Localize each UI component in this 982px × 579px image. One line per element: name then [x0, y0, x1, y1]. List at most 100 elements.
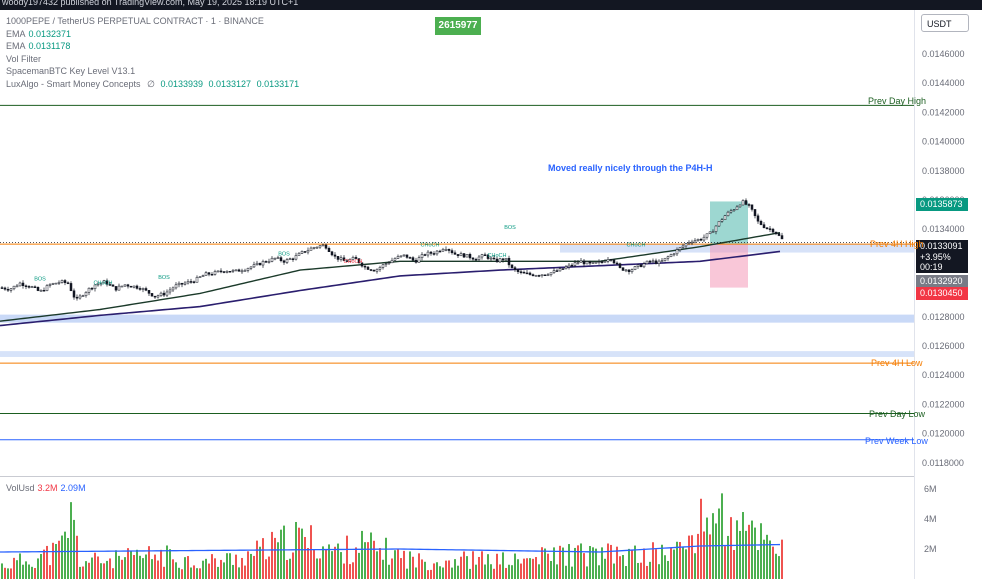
- volume-bar: [82, 566, 84, 579]
- candle-body: [531, 274, 535, 276]
- candle-body: [465, 253, 469, 258]
- demand-zone-lower: [0, 351, 914, 357]
- legend-key-level[interactable]: SpacemanBTC Key Level V13.1: [6, 66, 136, 76]
- volume-bar: [415, 567, 417, 579]
- candle-body: [321, 244, 325, 247]
- last-price: 0.0133091: [920, 241, 963, 251]
- candle-body: [219, 270, 223, 273]
- candle-body: [333, 254, 337, 257]
- volume-bar: [700, 498, 702, 579]
- candle-body: [573, 262, 577, 266]
- volume-bar: [493, 568, 495, 579]
- candle-body: [51, 282, 55, 285]
- volume-bar: [616, 546, 618, 579]
- candle-body: [420, 254, 424, 258]
- candle-body: [216, 270, 220, 273]
- candle-body: [390, 260, 394, 264]
- volume-bar: [175, 562, 177, 579]
- volume-bar: [553, 547, 555, 579]
- volume-bar: [361, 530, 363, 579]
- smc-label: CHoCH: [421, 243, 440, 249]
- candle-body: [324, 244, 328, 249]
- volume-bar: [655, 549, 657, 579]
- volume-bar: [517, 559, 519, 579]
- candle-body: [393, 258, 397, 261]
- candle-body: [495, 258, 499, 263]
- volume-bar: [193, 565, 195, 579]
- candle-body: [690, 241, 694, 244]
- smc-label: BOS: [278, 251, 290, 257]
- volume-bar: [679, 542, 681, 579]
- candle-body: [135, 285, 139, 289]
- volume-bar: [523, 558, 525, 579]
- volume-bar: [766, 534, 768, 579]
- candle-body: [279, 257, 283, 262]
- volume-bar: [34, 568, 36, 579]
- candle-body: [672, 253, 676, 256]
- volume-bar: [307, 547, 309, 579]
- last-change: +3.95%: [920, 251, 951, 262]
- long-position-stop: [710, 244, 748, 288]
- candle-body: [399, 255, 403, 258]
- legend-ema-fast[interactable]: EMA 0.0132371: [6, 28, 72, 39]
- smc-label: CHoCH: [627, 243, 646, 249]
- volume-bar: [232, 564, 234, 579]
- volume-bar: [526, 558, 528, 579]
- legend-ema-slow[interactable]: EMA 0.0131178: [6, 41, 71, 51]
- volume-bar: [601, 547, 603, 579]
- legend-smc[interactable]: LuxAlgo - Smart Money Concepts ∅ 0.01339…: [6, 78, 300, 89]
- candle-body: [12, 285, 16, 290]
- publish-strip: woody197432 published on TradingView.com…: [0, 0, 982, 10]
- volume-bar: [85, 561, 87, 579]
- candle-body: [360, 262, 364, 267]
- candle-body: [645, 260, 649, 264]
- volume-bar: [19, 553, 21, 579]
- candle-body: [744, 200, 748, 205]
- candle-body: [552, 270, 556, 273]
- candle-body: [126, 284, 130, 287]
- candle-body: [186, 281, 190, 284]
- candle-body: [48, 284, 52, 286]
- demand-zone: [0, 314, 914, 323]
- volume-bar: [106, 560, 108, 579]
- candle-body: [549, 272, 553, 276]
- volume-bar: [340, 552, 342, 579]
- volume-bar: [685, 549, 687, 579]
- candle-body: [258, 262, 262, 266]
- volume-bar: [148, 546, 150, 579]
- volume-bar: [118, 555, 120, 579]
- candle-body: [141, 288, 145, 290]
- candle-body: [609, 259, 613, 261]
- volume-bar: [241, 557, 243, 579]
- volume-bar: [763, 539, 765, 579]
- candle-body: [306, 250, 310, 253]
- candle-body: [18, 282, 22, 287]
- volume-bar: [31, 566, 33, 579]
- candle-body: [666, 256, 670, 259]
- volume-bar: [745, 530, 747, 579]
- candle-body: [510, 264, 514, 268]
- candle-body: [108, 284, 112, 286]
- currency-selector[interactable]: USDT: [921, 14, 969, 32]
- volume-bar: [469, 568, 471, 579]
- candle-body: [339, 257, 343, 260]
- volume-bar: [328, 544, 330, 579]
- volume-bar: [280, 529, 282, 579]
- candle-body: [336, 256, 340, 260]
- candle-body: [657, 260, 661, 264]
- candle-body: [147, 290, 151, 294]
- volume-bar: [715, 523, 717, 579]
- candle-body: [543, 274, 547, 277]
- candle-body: [402, 254, 406, 257]
- candle-body: [180, 282, 184, 285]
- volume-bar: [394, 550, 396, 579]
- legend-vol-filter[interactable]: Vol Filter: [6, 53, 42, 64]
- volume-bar: [697, 533, 699, 579]
- candle-body: [723, 215, 727, 220]
- candle-body: [582, 260, 586, 265]
- volume-bar: [196, 568, 198, 579]
- candle-body: [717, 221, 721, 227]
- volume-bar: [1, 563, 3, 579]
- candle-body: [9, 288, 13, 291]
